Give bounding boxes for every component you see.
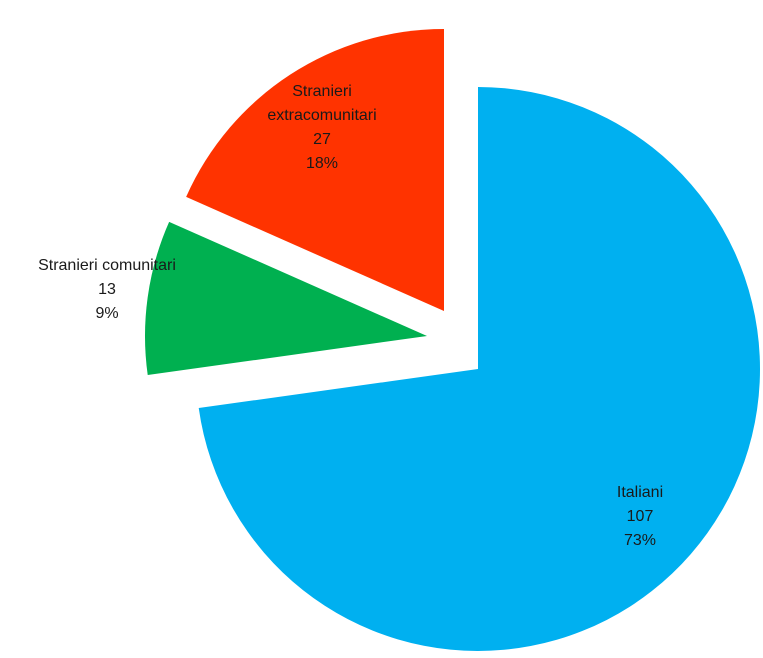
data-label-stranieri-comunitari-label-0: Stranieri comunitari [38, 257, 176, 274]
pie-slice-stranieri-extracomunitari [186, 29, 444, 311]
data-label-italiani-label-0: Italiani [617, 484, 663, 501]
data-label-stranieri-extracomunitari-percent: 18% [306, 155, 338, 172]
data-label-stranieri-comunitari-value: 13 [98, 281, 116, 298]
data-label-stranieri-comunitari: Stranieri comunitari 13 9% [38, 257, 176, 322]
data-label-stranieri-extracomunitari-label-1: extracomunitari [267, 107, 376, 124]
data-label-italiani: Italiani 107 73% [617, 484, 663, 549]
pie-slice-stranieri-comunitari [145, 221, 427, 376]
data-label-italiani-percent: 73% [624, 532, 656, 549]
data-label-stranieri-extracomunitari: Stranieri extracomunitari 27 18% [267, 83, 376, 172]
data-label-stranieri-extracomunitari-label-0: Stranieri [292, 83, 352, 100]
data-label-stranieri-comunitari-percent: 9% [95, 305, 118, 322]
pie-slices [145, 29, 761, 651]
data-label-italiani-value: 107 [627, 508, 654, 525]
data-label-stranieri-extracomunitari-value: 27 [313, 131, 331, 148]
pie-slice-italiani [198, 87, 761, 651]
